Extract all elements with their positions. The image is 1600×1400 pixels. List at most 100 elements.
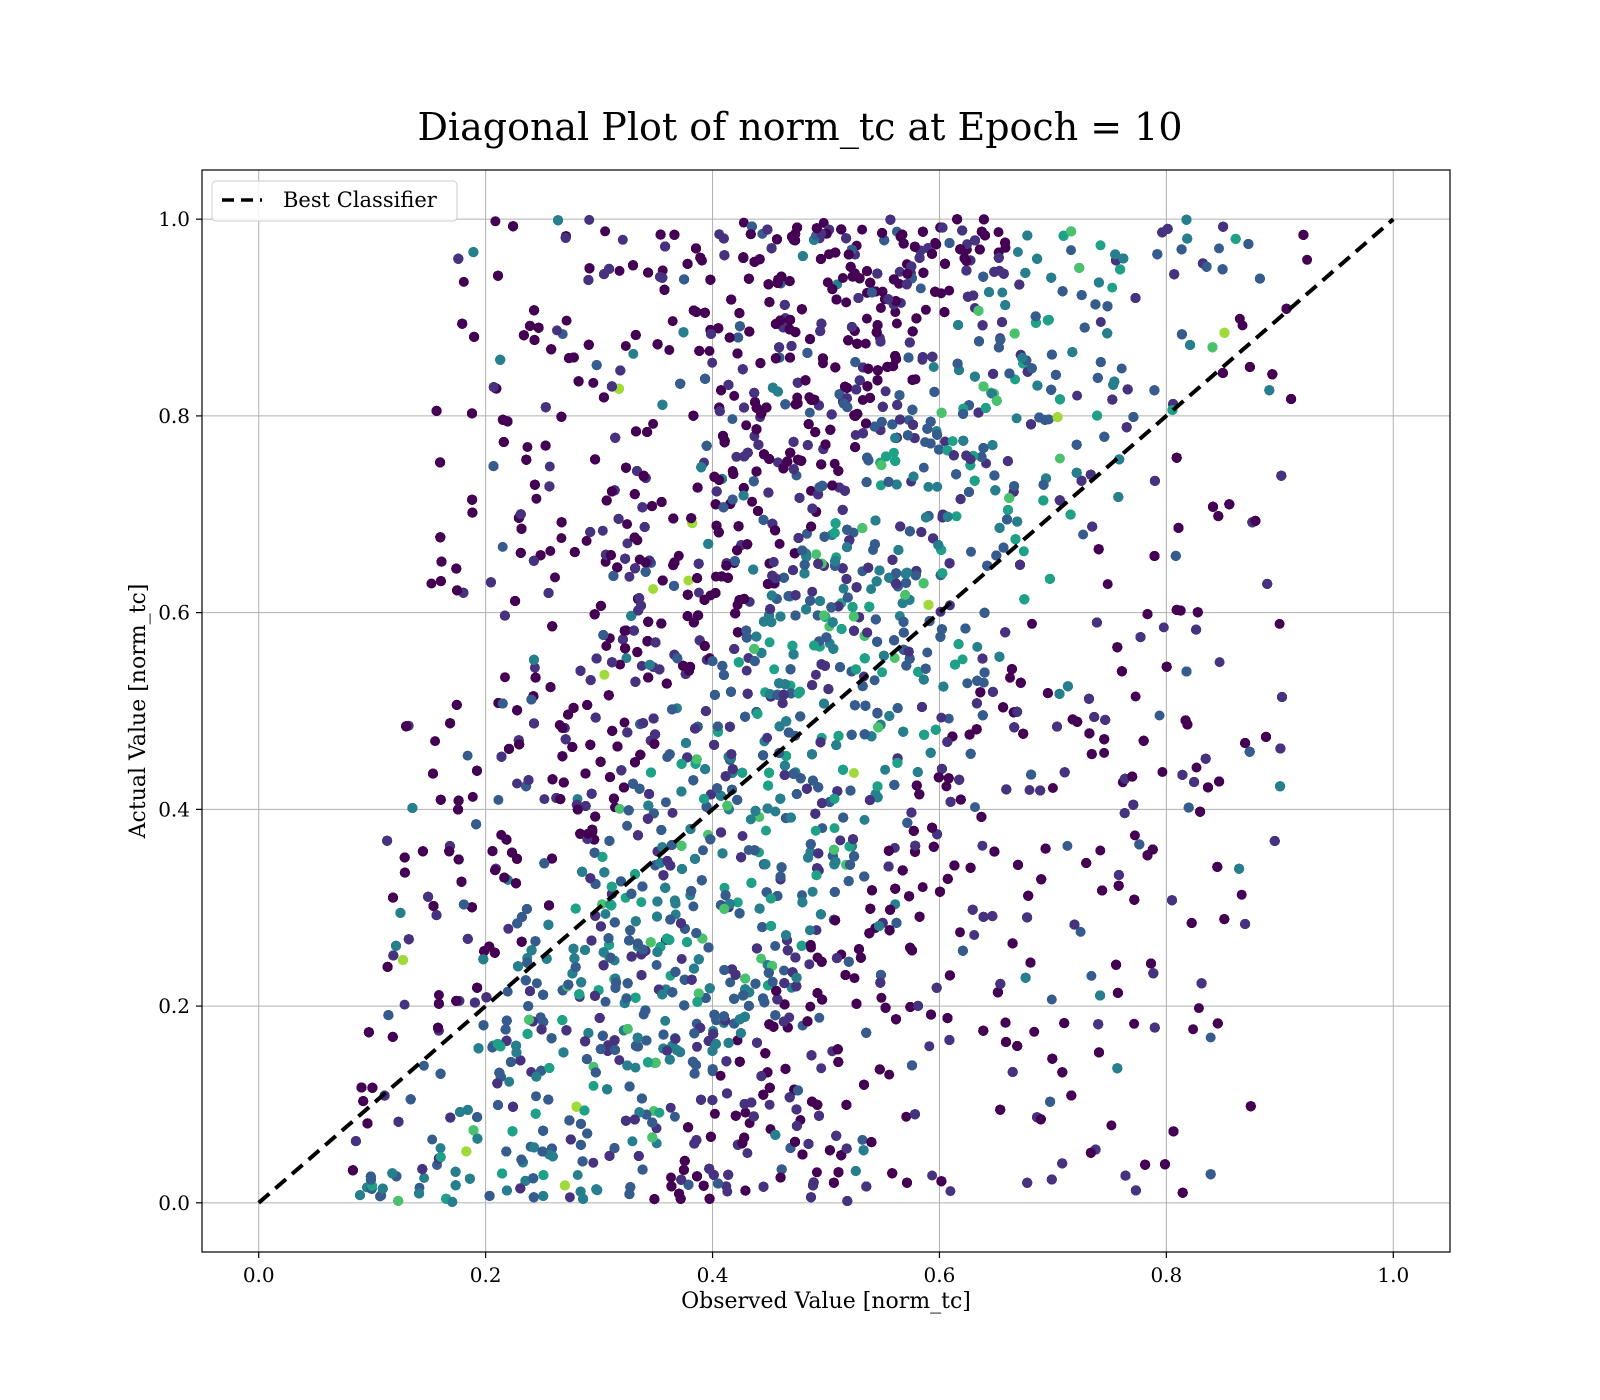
scatter-point [504,1076,515,1087]
scatter-point [418,1060,429,1071]
scatter-point [614,803,625,814]
scatter-point [835,835,846,846]
scatter-point [869,675,880,686]
scatter-point [561,315,572,326]
scatter-point [737,831,748,841]
scatter-point [951,511,962,522]
scatter-point [920,304,931,315]
scatter-point [597,525,608,536]
scatter-point [731,451,742,462]
scatter-point [1191,762,1202,773]
scatter-point [859,814,870,825]
scatter-point [779,965,789,976]
scatter-point [876,992,887,1003]
scatter-point [1102,579,1113,590]
scatter-point [810,825,821,836]
scatter-point [588,1080,599,1091]
scatter-point [811,1167,822,1178]
scatter-point [529,662,540,673]
scatter-point [829,823,840,834]
scatter-point [936,712,947,723]
scatter-point [622,519,633,530]
scatter-point [556,533,567,544]
scatter-point [531,493,542,504]
scatter-point [588,1157,599,1168]
scatter-point [805,1001,816,1012]
scatter-point [901,1111,912,1122]
scatter-point [1214,243,1224,254]
scatter-point [945,1186,956,1197]
scatter-point [880,386,891,397]
scatter-point [940,436,950,447]
scatter-point [654,1107,665,1118]
scatter-point [1095,317,1106,327]
scatter-point [497,541,508,552]
scatter-point [502,986,513,997]
scatter-point [467,791,478,802]
scatter-point [761,825,771,836]
scatter-point [884,1069,895,1080]
scatter-point [584,214,595,225]
scatter-point [709,1108,720,1119]
scatter-point [664,345,675,355]
scatter-point [811,549,822,560]
scatter-point [627,1136,638,1147]
scatter-point [997,287,1008,298]
scatter-point [1193,1003,1204,1014]
scatter-point [966,546,976,557]
scatter-point [810,669,821,680]
scatter-point [1099,747,1110,758]
scatter-point [676,954,687,964]
scatter-point [741,665,752,676]
scatter-point [804,925,815,936]
scatter-point [880,764,891,775]
scatter-point [1029,1026,1040,1037]
scatter-point [849,768,859,778]
scatter-point [943,713,954,724]
scatter-point [816,1063,827,1074]
scatter-point [1188,1024,1199,1035]
scatter-point [849,973,860,984]
scatter-point [970,802,980,813]
scatter-point [1129,830,1140,841]
scatter-point [600,996,611,1007]
scatter-point [962,678,973,689]
scatter-point [544,461,555,472]
scatter-point [857,1134,868,1145]
scatter-point [1027,618,1037,629]
scatter-point [764,637,775,648]
scatter-point [1095,845,1106,856]
scatter-point [599,669,610,680]
scatter-point [500,672,510,683]
scatter-point [620,341,631,351]
scatter-point [774,538,785,549]
scatter-point [957,654,968,665]
scatter-point [807,886,818,897]
scatter-point [1205,1032,1216,1043]
scatter-point [804,959,815,970]
scatter-point [770,941,781,951]
scatter-point [725,977,736,988]
scatter-point [539,794,550,805]
scatter-point [719,882,730,893]
scatter-point [1047,783,1058,793]
scatter-point [1274,618,1285,629]
scatter-point [932,481,943,492]
scatter-point [1046,994,1057,1005]
scatter-point [770,806,781,817]
scatter-point [804,407,815,418]
scatter-point [818,217,829,228]
scatter-point [762,732,773,743]
scatter-point [740,1107,751,1118]
scatter-point [861,313,872,324]
scatter-point [433,990,444,1000]
scatter-point [841,297,852,308]
scatter-point [614,265,625,276]
scatter-point [660,1015,671,1026]
scatter-point [745,814,756,825]
scatter-point [947,436,958,447]
scatter-point [636,897,647,908]
scatter-point [1072,390,1083,401]
scatter-point [512,778,522,789]
scatter-point [531,1091,541,1102]
